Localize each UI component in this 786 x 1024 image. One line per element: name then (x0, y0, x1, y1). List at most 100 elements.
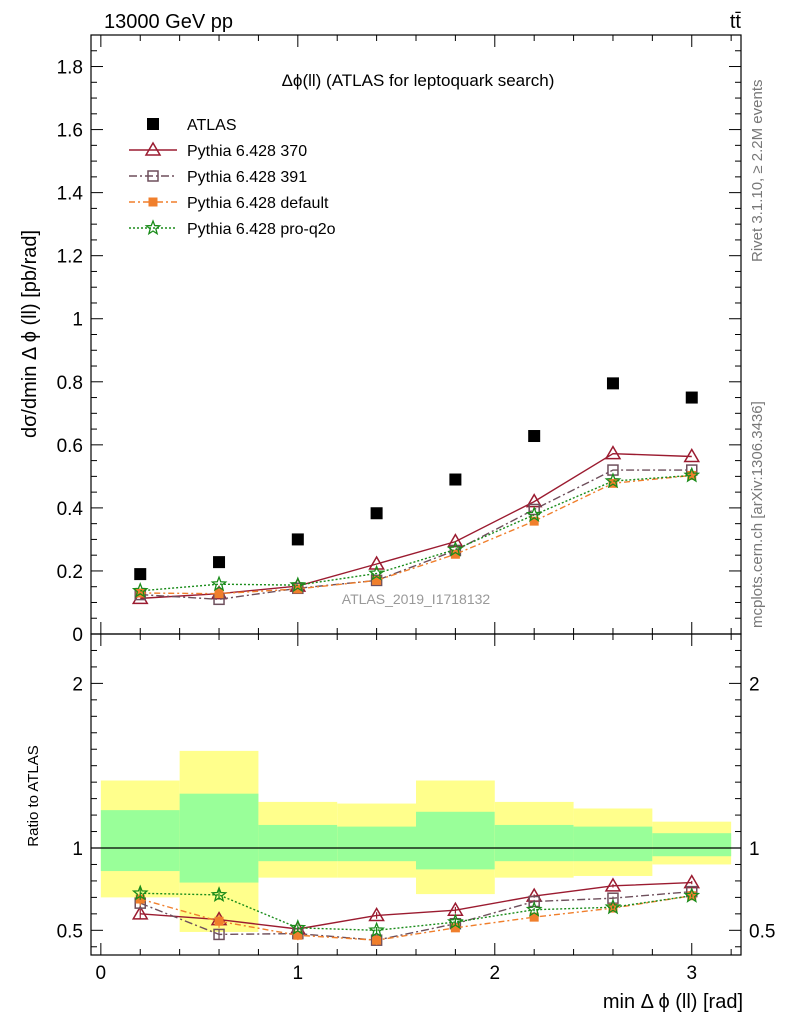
stat-uncertainty-band (652, 833, 732, 857)
ratio-point (213, 928, 225, 941)
ratio-ytick-label: 1 (72, 839, 83, 860)
mcplots-note: mcplots.cern.ch [arXiv:1306.3436] (749, 401, 766, 628)
ratio-point (368, 921, 385, 938)
ratio-ylabel: Ratio to ATLAS (25, 745, 42, 846)
data-point (528, 430, 541, 443)
data-point (131, 582, 149, 598)
ratio-point (607, 892, 619, 904)
data-point (370, 507, 383, 520)
legend-marker (148, 197, 158, 207)
main-title: Δϕ(ll) (ATLAS for leptoquark search) (282, 71, 555, 90)
data-point (291, 533, 304, 546)
data-point (372, 575, 382, 585)
data-point (604, 472, 622, 489)
series-line (140, 474, 692, 595)
ratio-xtick-label: 0 (96, 963, 107, 984)
legend-marker (144, 141, 162, 156)
stat-uncertainty-band (100, 810, 180, 872)
main-series-3 (135, 470, 697, 599)
data-point (213, 556, 226, 569)
data-point (368, 564, 385, 581)
ratio-xtick-label: 1 (293, 963, 304, 984)
ratio-point (683, 886, 701, 903)
ratio-point (368, 907, 385, 922)
data-point (135, 588, 145, 598)
main-series-0 (134, 377, 698, 581)
ratio-line (139, 890, 692, 941)
ratio-point (525, 900, 543, 917)
legend-entry-0: ATLAS (147, 117, 237, 134)
ratio-point (370, 934, 383, 946)
legend-label: Pythia 6.428 pro-q2o (187, 221, 336, 238)
data-point (214, 589, 224, 599)
main-ytick-label: 1 (72, 310, 83, 331)
data-point (450, 549, 460, 559)
ratio-point (210, 886, 228, 903)
legend-entry-2: Pythia 6.428 391 (129, 169, 307, 186)
stat-uncertainty-band (573, 826, 653, 862)
data-point (685, 391, 698, 404)
stat-uncertainty-band (258, 824, 338, 862)
data-point (447, 540, 464, 557)
header-left: 13000 GeV pp (104, 11, 233, 33)
legend-label: Pythia 6.428 default (187, 195, 329, 212)
data-point (683, 466, 701, 483)
data-point (449, 473, 462, 486)
ratio-point (529, 912, 539, 922)
main-ylabel: dσ/dmin Δ ϕ (ll) [pb/rad] (19, 230, 41, 438)
legend-label: ATLAS (187, 117, 237, 134)
legend-label: Pythia 6.428 391 (187, 169, 307, 186)
main-ytick-label: 1.6 (57, 121, 83, 142)
ratio-line (140, 881, 692, 930)
data-point (525, 506, 543, 522)
ratio-point (214, 916, 224, 926)
ratio-point (604, 898, 622, 915)
main-ytick-label: 0.8 (57, 373, 83, 394)
stat-uncertainty-band (416, 811, 495, 870)
legend-marker (147, 118, 159, 130)
ratio-point (372, 935, 382, 945)
ratio-point (450, 923, 460, 933)
data-point (134, 568, 147, 581)
ratio-line (140, 892, 692, 932)
stat-uncertainty-band (337, 826, 416, 862)
ratio-series-3 (131, 884, 701, 938)
ratio-point (528, 895, 540, 908)
ratio-xtick-label: 2 (489, 963, 500, 984)
data-point (368, 555, 385, 570)
legend-entry-4: Pythia 6.428 pro-q2o (129, 219, 336, 238)
ratio-ytick-label-right: 0.5 (749, 921, 775, 942)
ratio-point (447, 913, 464, 930)
stat-uncertainty-band (179, 793, 259, 883)
legend-entry-1: Pythia 6.428 370 (129, 141, 307, 160)
data-point (608, 478, 618, 488)
ratio-xlabel: min Δ ϕ (ll) [rad] (603, 991, 743, 1013)
ratio-point (131, 884, 149, 901)
stat-uncertainty-band (494, 824, 574, 862)
series-line (140, 469, 692, 601)
ratio-ytick-label: 2 (72, 674, 83, 695)
main-ytick-label: 0 (72, 625, 83, 646)
data-point (687, 470, 697, 480)
data-point (447, 533, 464, 548)
data-point (289, 576, 307, 593)
analysis-watermark: ATLAS_2019_I1718132 (342, 591, 491, 607)
legend: ATLAS Pythia 6.428 370 Pythia 6.428 391 Pyt… (129, 117, 336, 238)
legend-entry-3: Pythia 6.428 default (129, 195, 329, 212)
main-ytick-label: 0.4 (57, 499, 84, 520)
ratio-point (131, 905, 149, 920)
data-point (606, 377, 619, 390)
header-right: tt̄ (730, 11, 742, 33)
legend-marker (144, 219, 162, 236)
main-ytick-label: 1.2 (57, 247, 83, 268)
ratio-line (140, 895, 692, 941)
main-ytick-label: 1.4 (57, 184, 84, 205)
data-point (528, 503, 540, 516)
ratio-ytick-label: 0.5 (57, 921, 83, 942)
main-series-4 (131, 466, 701, 598)
series-line (140, 474, 692, 592)
ratio-point (293, 930, 303, 940)
data-point (604, 445, 622, 460)
data-point (683, 448, 701, 463)
